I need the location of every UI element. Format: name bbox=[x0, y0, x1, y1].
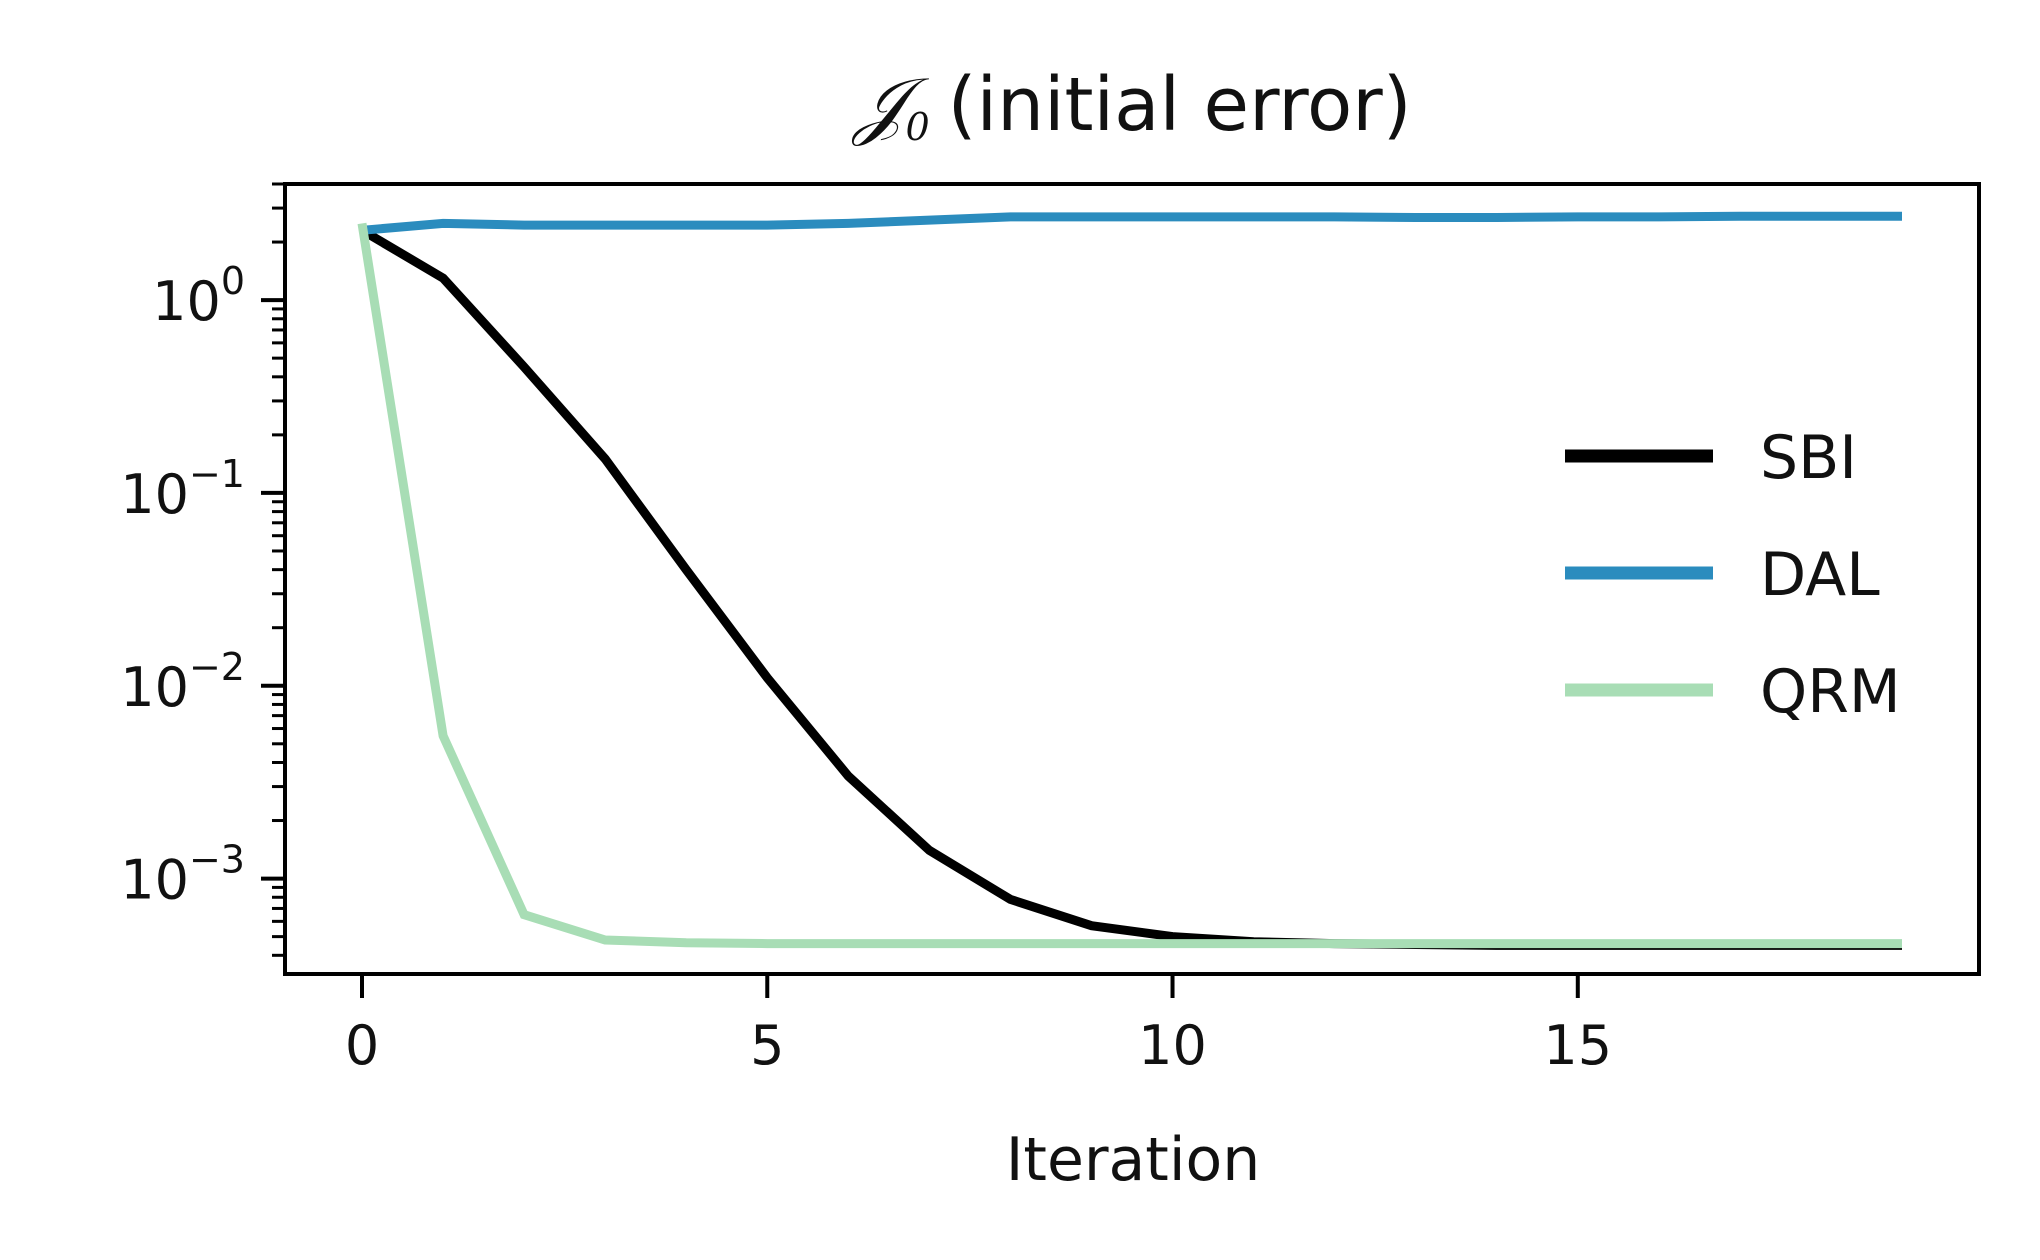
plot-area bbox=[283, 182, 1981, 976]
y-tick-label: 10−3 bbox=[120, 838, 245, 912]
series-layer bbox=[357, 211, 1902, 950]
y-tick-label: 10−1 bbox=[120, 452, 245, 526]
x-tick-label: 10 bbox=[1138, 1014, 1207, 1077]
x-tick-label: 15 bbox=[1543, 1014, 1612, 1077]
series-line-qrm bbox=[357, 222, 1902, 949]
legend-label-dal: DAL bbox=[1760, 540, 1880, 610]
x-tick-label: 5 bbox=[750, 1014, 784, 1077]
title-subscript: 0 bbox=[905, 105, 929, 149]
series-line-dal bbox=[361, 211, 1902, 235]
legend-label-sbi: SBI bbox=[1760, 423, 1857, 493]
x-axis-ticks: 0 5 10 15 bbox=[345, 974, 1612, 1077]
legend-label-qrm: QRM bbox=[1760, 657, 1901, 727]
title-text: (initial error) bbox=[948, 62, 1412, 148]
x-axis-label: Iteration bbox=[1006, 1125, 1261, 1195]
x-tick-label: 0 bbox=[345, 1014, 379, 1077]
y-tick-label: 10−2 bbox=[120, 645, 245, 719]
axes-frame bbox=[283, 182, 1981, 976]
y-axis-ticks: 100 10−1 10−2 10−3 bbox=[120, 182, 285, 957]
y-tick-label: 100 bbox=[152, 259, 245, 333]
legend: SBI DAL QRM bbox=[1565, 423, 1901, 727]
